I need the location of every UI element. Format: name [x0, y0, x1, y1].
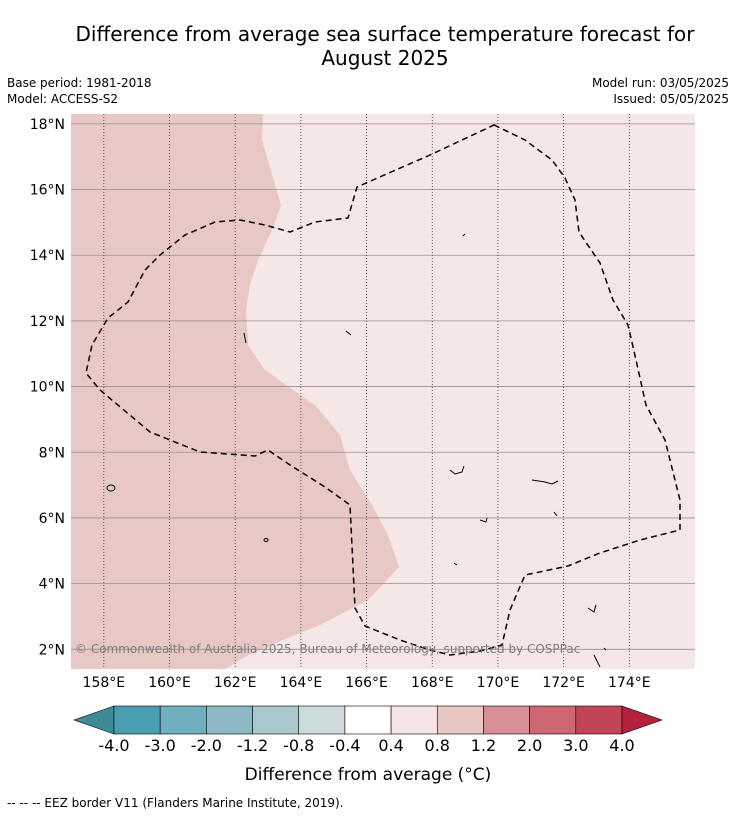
colorbar-title: Difference from average (°C): [245, 765, 492, 785]
colorbar-tick-label: -0.8: [283, 736, 314, 755]
island: [479, 517, 488, 523]
island: [593, 654, 601, 668]
anomaly-region-west: [71, 114, 399, 669]
longitude-label: 170°E: [477, 675, 520, 691]
island: [106, 484, 116, 492]
latitude-label: 2°N: [39, 642, 65, 658]
island: [453, 562, 458, 566]
colorbar-tick-label: 1.2: [471, 736, 496, 755]
latitude-label: 8°N: [39, 445, 65, 461]
colorbar-tick-label: -4.0: [98, 736, 129, 755]
latitude-label: 18°N: [30, 117, 65, 133]
colorbar: [73, 705, 663, 735]
colorbar-tick-label: 2.0: [517, 736, 542, 755]
colorbar-segment: [575, 705, 623, 735]
colorbar-segment: [252, 705, 300, 735]
islands: [106, 233, 607, 668]
colorbar-tick-label: 4.0: [609, 736, 634, 755]
colorbar-tick-labels: -4.0 -3.0 -2.0 -1.2 -0.8 -0.4 0.4 0.8 1.2 2.0 3.0 4…: [98, 736, 634, 755]
longitude-label: 168°E: [411, 675, 454, 691]
colorbar-segment: [344, 705, 392, 735]
latitude-labels: 18°N 16°N 14°N 12°N 10°N 8°N 6°N 4°N 2°N: [30, 117, 65, 658]
longitude-label: 160°E: [148, 675, 191, 691]
colorbar-segment: [113, 705, 161, 735]
copyright-text: © Commonwealth of Australia 2025, Bureau…: [75, 642, 580, 656]
colorbar-tick-label: -2.0: [191, 736, 222, 755]
model-run-text: Model run: 03/05/2025: [591, 76, 729, 90]
latitude-label: 12°N: [30, 314, 65, 330]
colorbar-segment: [206, 705, 253, 735]
meta-left: Base period: 1981-2018 Model: ACCESS-S2: [7, 75, 152, 107]
colorbar-under-arrow: [73, 705, 115, 735]
colorbar-tick-label: 0.8: [425, 736, 450, 755]
colorbar-over-arrow: [621, 705, 663, 735]
colorbar-segment: [390, 705, 438, 735]
island: [603, 647, 607, 651]
colorbar-segment: [483, 705, 530, 735]
colorbar-segment: [298, 705, 346, 735]
longitude-label: 166°E: [345, 675, 388, 691]
colorbar-tick-label: -3.0: [145, 736, 176, 755]
colorbar-segment: [529, 705, 577, 735]
latitude-label: 14°N: [30, 248, 65, 264]
longitude-labels: 158°E 160°E 162°E 164°E 166°E 168°E 170°E 172°E…: [83, 675, 651, 691]
latitude-label: 16°N: [30, 183, 65, 199]
issued-text: Issued: 05/05/2025: [613, 92, 729, 106]
map-gridlines: [71, 114, 695, 669]
island: [462, 233, 466, 237]
island: [449, 465, 465, 475]
island: [531, 479, 559, 485]
island: [587, 604, 597, 613]
map-figure: © Commonwealth of Australia 2025, Bureau…: [30, 114, 695, 785]
latitude-label: 4°N: [39, 577, 65, 593]
island: [553, 511, 558, 517]
island: [345, 330, 352, 336]
latitude-label: 10°N: [30, 380, 65, 396]
base-period-text: Base period: 1981-2018: [7, 76, 152, 90]
island: [263, 538, 269, 542]
longitude-label: 174°E: [608, 675, 651, 691]
colorbar-tick-label: 3.0: [563, 736, 588, 755]
colorbar-tick-label: -1.2: [237, 736, 268, 755]
latitude-label: 6°N: [39, 511, 65, 527]
island: [243, 332, 247, 344]
colorbar-segment: [159, 705, 207, 735]
longitude-label: 172°E: [542, 675, 585, 691]
longitude-label: 162°E: [214, 675, 257, 691]
colorbar-segment: [436, 705, 484, 735]
meta-right: Model run: 03/05/2025 Issued: 05/05/2025: [592, 75, 729, 107]
model-text: Model: ACCESS-S2: [7, 92, 119, 106]
footnote-eez-border: -- -- -- EEZ border V11 (Flanders Marine…: [7, 796, 344, 810]
longitude-label: 158°E: [83, 675, 126, 691]
map-title: Difference from average sea surface temp…: [75, 22, 695, 70]
longitude-label: 164°E: [280, 675, 323, 691]
colorbar-tick-label: -0.4: [329, 736, 360, 755]
eez-border: [85, 124, 681, 656]
colorbar-tick-label: 0.4: [378, 736, 403, 755]
